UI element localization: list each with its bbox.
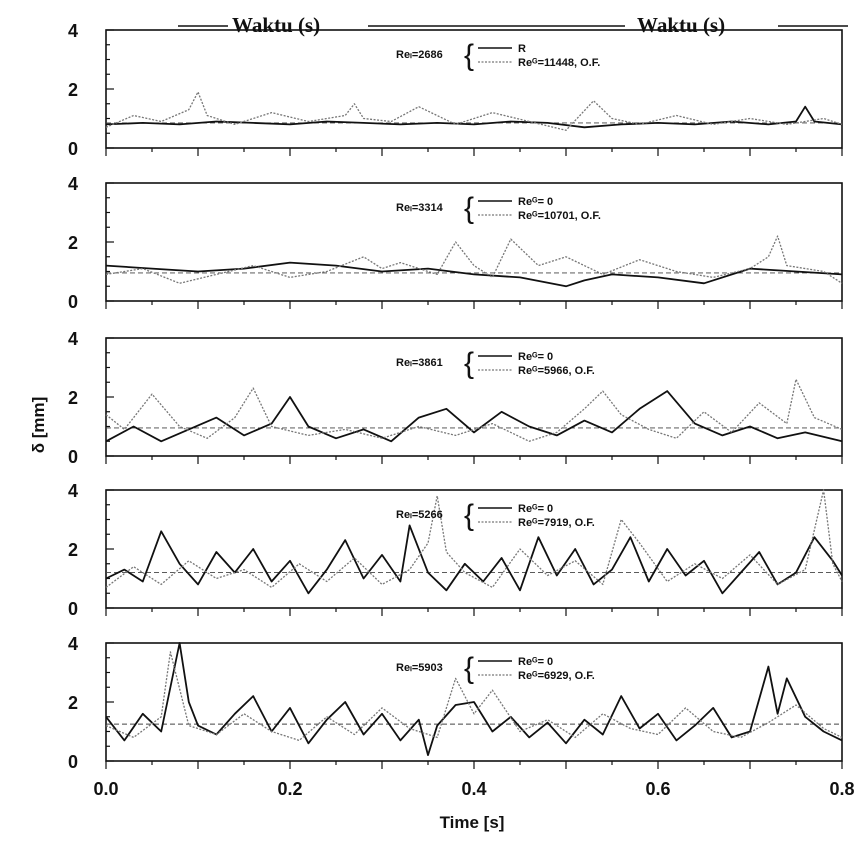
- legend-entry-2: Reᴳ=7919, O.F.: [518, 517, 595, 529]
- legend-re-l-label: Reₗ=3314: [396, 202, 444, 214]
- legend-brace: {: [464, 347, 474, 380]
- legend-entry-1: Reᴳ= 0: [518, 656, 553, 668]
- legend-brace: {: [464, 192, 474, 225]
- y-tick-label: 2: [68, 233, 78, 253]
- x-tick-label: 0.4: [461, 779, 486, 799]
- legend-entry-1: Reᴳ= 0: [518, 351, 553, 363]
- x-tick-labels: 0.0 0.2 0.4 0.6 0.8: [93, 779, 854, 799]
- panels: 0 2 4 Reₗ=2686 { R Reᴳ=11448, O.F. 0 2 4 Reₗ=3314 {…: [68, 21, 843, 772]
- legend-re-l-label: Reₗ=5266: [396, 509, 443, 521]
- x-tick-label: 0.8: [829, 779, 854, 799]
- header-label-left: Waktu (s): [232, 13, 320, 37]
- y-tick-label: 0: [68, 752, 78, 772]
- series-solid-line: [105, 105, 843, 129]
- y-tick-label: 2: [68, 388, 78, 408]
- y-axis-title: δ [mm]: [29, 397, 48, 454]
- y-tick-label: 2: [68, 80, 78, 100]
- legend-entry-2: Reᴳ=5966, O.F.: [518, 365, 595, 377]
- panel-1: 0 2 4 Reₗ=2686 { R Reᴳ=11448, O.F.: [68, 21, 843, 159]
- x-tick-label: 0.0: [93, 779, 118, 799]
- series-solid-line: [105, 524, 843, 595]
- y-tick-label: 4: [68, 634, 78, 654]
- y-tick-label: 0: [68, 447, 78, 467]
- y-tick-label: 0: [68, 292, 78, 312]
- series-solid-line: [105, 390, 843, 443]
- y-tick-label: 4: [68, 21, 78, 41]
- series-dotted-line: [105, 651, 843, 742]
- legend-re-l-label: Reₗ=2686: [396, 49, 443, 61]
- y-tick-label: 4: [68, 481, 78, 501]
- series-dotted-line: [105, 378, 843, 442]
- legend-entry-1: Reᴳ= 0: [518, 196, 553, 208]
- legend-brace: {: [464, 652, 474, 685]
- series-dotted-line: [105, 489, 843, 589]
- panel-5: 0 2 4 Reₗ=5903 { Reᴳ= 0 Reᴳ=6929, O.F.: [68, 634, 843, 772]
- y-tick-label: 2: [68, 693, 78, 713]
- panel-4: 0 2 4 Reₗ=5266 { Reᴳ= 0 Reᴳ=7919, O.F.: [68, 481, 843, 619]
- series-solid-line: [105, 261, 843, 288]
- legend-brace: {: [464, 39, 474, 72]
- legend-re-l-label: Reₗ=3861: [396, 357, 443, 369]
- y-tick-label: 0: [68, 599, 78, 619]
- legend-entry-1: Reᴳ= 0: [518, 503, 553, 515]
- series-dotted-line: [105, 235, 843, 284]
- y-tick-label: 0: [68, 139, 78, 159]
- x-axis-title: Time [s]: [440, 813, 505, 832]
- x-tick-label: 0.2: [277, 779, 302, 799]
- legend-entry-1: R: [518, 43, 526, 55]
- legend-brace: {: [464, 499, 474, 532]
- series-solid-line: [105, 642, 843, 756]
- legend-entry-2: Reᴳ=6929, O.F.: [518, 670, 595, 682]
- legend-entry-2: Reᴳ=10701, O.F.: [518, 210, 601, 222]
- header-label-right: Waktu (s): [637, 13, 725, 37]
- panel-3: 0 2 4 Reₗ=3861 { Reᴳ= 0 Reᴳ=5966, O.F.: [68, 329, 843, 467]
- y-tick-label: 4: [68, 174, 78, 194]
- x-tick-label: 0.6: [645, 779, 670, 799]
- panel-2: 0 2 4 Reₗ=3314 { Reᴳ= 0 Reᴳ=10701, O.F.: [68, 174, 843, 312]
- legend-re-l-label: Reₗ=5903: [396, 662, 443, 674]
- series-dotted-line: [105, 91, 843, 131]
- y-tick-label: 4: [68, 329, 78, 349]
- legend-entry-2: Reᴳ=11448, O.F.: [518, 57, 600, 69]
- y-tick-label: 2: [68, 540, 78, 560]
